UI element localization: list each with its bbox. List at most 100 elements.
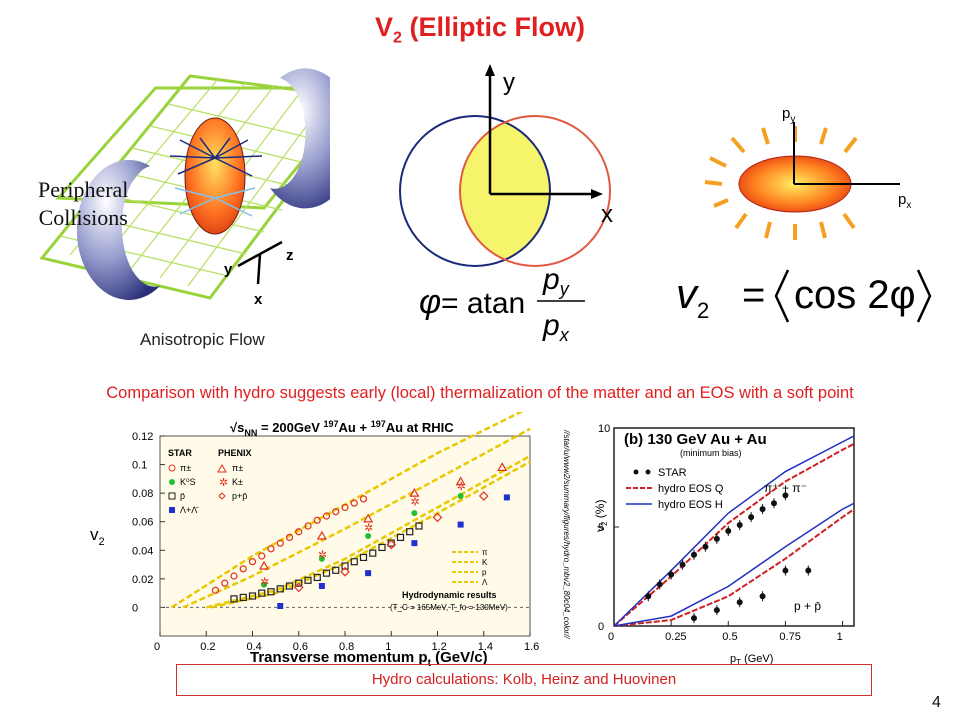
chart2-title: (b) 130 GeV Au + Au (624, 431, 767, 448)
title-subscript: 2 (393, 29, 402, 47)
chart1-point-series-2 (378, 543, 386, 552)
chart1-point-series-5: ✲ (260, 577, 269, 589)
chart1-point-series-2 (295, 579, 303, 587)
chart1-point-series-4 (497, 462, 508, 472)
emission-rays (704, 126, 858, 240)
chart1-point-series-0 (359, 495, 368, 503)
chart1-x-tick-label: 0.4 (247, 641, 262, 653)
chart2-ticks: 0 0.25 0.5 0.75 1 10 5 0 (598, 423, 844, 643)
chart1-point-series-0 (313, 516, 321, 524)
legend-eos-h: hydro EOS H (658, 499, 723, 511)
anisotropic-caption: Anisotropic Flow (140, 330, 265, 349)
chart1-point-series-2 (332, 566, 340, 574)
chart1-x-tick-label: 1 (385, 641, 391, 653)
chart1-point-series-2 (359, 553, 368, 562)
chart2-line-series-4 (613, 508, 855, 627)
chart1-point-series-2 (415, 522, 423, 530)
legend-star: STAR (658, 467, 687, 479)
legend-phenix-k: K± (232, 477, 243, 487)
chart1-x-tick-label: 1.2 (432, 641, 447, 653)
axis-z-label: z (286, 247, 294, 264)
nucleus-left (76, 159, 160, 300)
chart1-point-series-0 (211, 586, 220, 594)
hydro-curve-p (205, 454, 531, 609)
chart1-point-series-2 (230, 595, 238, 603)
chart2-x-tick-label: 0.5 (722, 631, 737, 643)
chart1-point-series-0 (230, 572, 238, 580)
chart2-line-series-2 (613, 442, 855, 627)
axes-triad (237, 240, 283, 285)
chart1-y-tick-label: 0.08 (132, 488, 153, 500)
chart1-x-tick-label: 0 (154, 641, 160, 653)
legend-star-lambda: Λ+Λ̄ (180, 505, 199, 515)
chart1-point-series-3 (457, 521, 464, 528)
page-title: V2 (Elliptic Flow) (0, 12, 960, 47)
chart1-point-series-0 (248, 558, 257, 566)
chart1-point-series-2 (350, 558, 358, 566)
chart1-point-series-5: ✲ (364, 522, 373, 534)
chart1-plot-area (159, 435, 531, 637)
chart1-point-series-0 (341, 503, 349, 512)
svg-text:p: p (482, 568, 487, 577)
chart2-data-points (645, 490, 812, 624)
left-nucleus-circle (399, 115, 551, 267)
v2-average: cos 2φ (794, 273, 916, 317)
chart1-point-series-3 (277, 603, 284, 609)
chart1-point-series-2 (248, 592, 257, 600)
chart1-point-series-0 (304, 522, 312, 530)
legend-eos-q: hydro EOS Q (658, 483, 724, 495)
phi-formula: φ = atan py px (419, 263, 585, 345)
chart2-y-tick-label: 0 (598, 621, 604, 633)
collision-diagram: z y x (39, 68, 330, 308)
hydro-legend-params: (T_C = 165MeV, T_fo = 130MeV) (390, 603, 508, 612)
chart1-point-series-4 (363, 513, 374, 523)
chart1-point-series-0 (350, 499, 358, 507)
chart1-x-tick-label: 0.8 (339, 641, 354, 653)
svg-text:✲: ✲ (219, 477, 228, 489)
legend-phenix-ppbar: p+p̄ (232, 491, 247, 501)
chart1-point-series-2 (313, 573, 321, 582)
chart2-ylabel: v2 (%) (593, 500, 609, 532)
chart1-point-series-0 (285, 533, 294, 542)
chart1-y-tick-label: 0.06 (132, 517, 153, 529)
legend-phenix-pi: π± (232, 463, 243, 473)
chart1-point-series-3 (411, 540, 418, 547)
chart2-line-series-3 (613, 435, 855, 627)
chart1-point-series-2 (258, 589, 266, 597)
chart2-x-tick-label: 0.25 (665, 631, 686, 643)
overlap-y-label: y (503, 69, 515, 96)
v2-pt-chart-130gev: (b) 130 GeV Au + Au (minimum bias) v2 (%… (593, 423, 855, 667)
chart2-legend: STAR hydro EOS Q hydro EOS H (626, 467, 724, 511)
chart1-point-series-2 (322, 569, 331, 577)
chart1-point-series-2 (304, 576, 312, 584)
chart1-point-series-0 (267, 545, 275, 553)
title-rest: (Elliptic Flow) (401, 12, 585, 42)
hydro-curve-K (182, 427, 531, 609)
chart1-point-series-2 (276, 585, 284, 593)
overlap-region (460, 116, 550, 266)
chart2-y-tick-label: 10 (598, 423, 610, 435)
chart1-data-points: ✲ ✲ ✲ ✲ ✲ (211, 462, 510, 609)
py-label: py (782, 105, 795, 125)
title-v: V (375, 12, 394, 42)
overlap-almond (184, 117, 246, 235)
chart1-point-series-1 (261, 581, 268, 588)
chart1-point-series-0 (276, 539, 284, 547)
nucleus-right (270, 68, 330, 209)
chart1-y-tick-label: 0 (132, 602, 138, 614)
right-nucleus-circle (459, 115, 611, 267)
chart2-x-tick-label: 0.75 (779, 631, 800, 643)
legend-star-k0s: K⁰S (180, 477, 196, 487)
chart1-point-series-2 (285, 582, 294, 590)
chart1-point-series-6 (432, 512, 443, 523)
chart1-point-series-6 (293, 582, 304, 593)
chart1-legend: STAR PHENIX π± K⁰S p̄ Λ+Λ̄ π± ✲ K± p+p̄ (168, 448, 252, 515)
legend-phenix-header: PHENIX (218, 448, 252, 458)
chart1-point-series-4 (259, 560, 270, 570)
chart1-x-tick-label: 1.4 (478, 641, 493, 653)
chart1-xlabel: Transverse momentum pt (GeV/c) (250, 649, 488, 668)
page-number: 4 (932, 694, 941, 711)
chart2-hydro-lines (613, 435, 855, 627)
chart1-title: √sNN = 200GeV 197Au + 197Au at RHIC (230, 419, 454, 438)
chart1-point-series-1 (457, 493, 464, 499)
